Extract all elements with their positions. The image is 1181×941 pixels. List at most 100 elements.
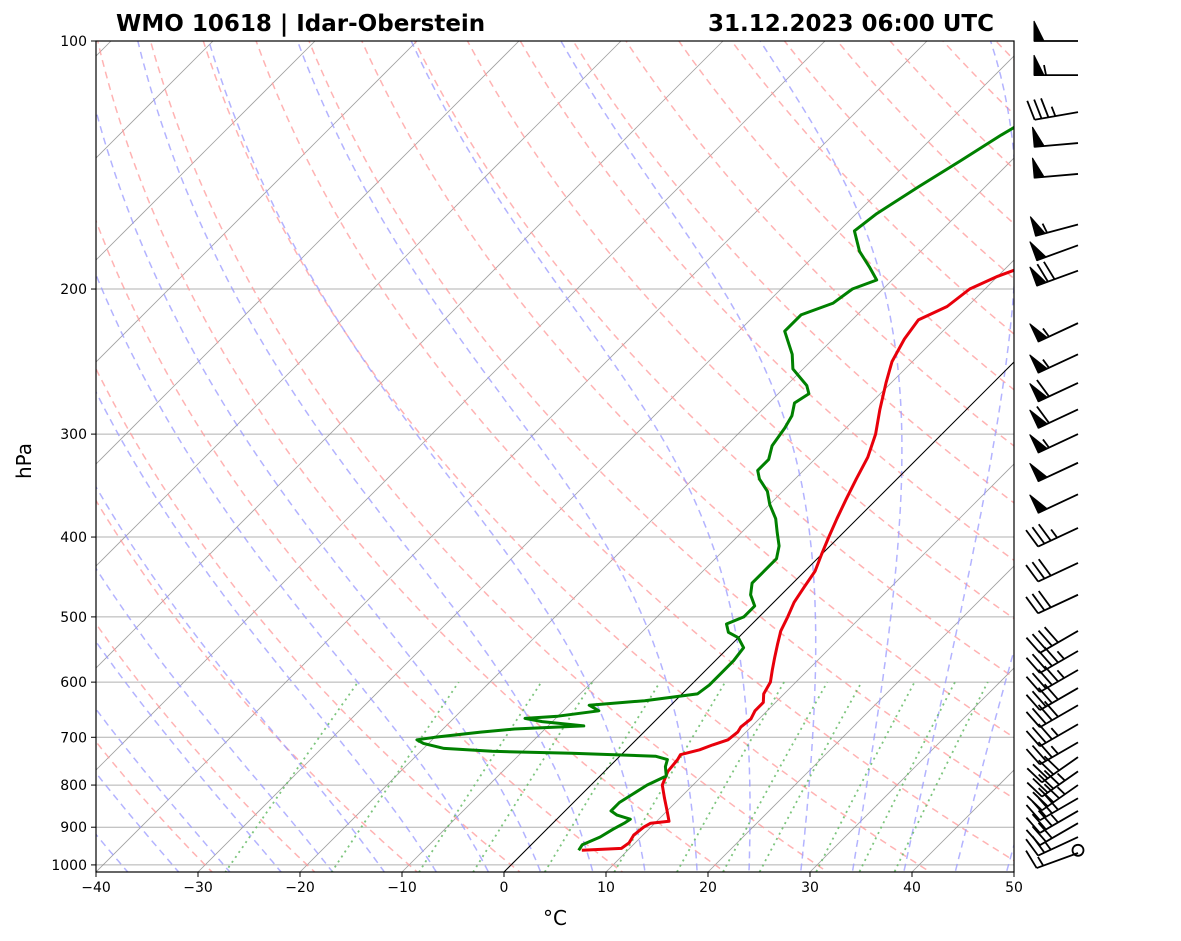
moist-adiabat-line [208,41,646,872]
barb-full [1031,707,1047,725]
barb-staff [1039,797,1079,822]
barb-full [1038,590,1052,608]
barb-full [1025,529,1039,548]
wind-barb [1071,843,1085,857]
plot-area [96,41,1014,872]
wind-barb [1029,433,1079,454]
mixing-ratio-line [675,681,785,872]
mixing-ratio-line [721,681,829,872]
barb-staff [1037,836,1079,857]
barb-full [1036,379,1050,397]
wind-barb [1031,126,1079,148]
wind-barb [1029,493,1079,514]
barb-full [1025,676,1041,693]
barb-flag [1029,216,1047,237]
wind-barb [1031,157,1079,179]
barb-flag [1033,20,1045,42]
barb-full [1037,810,1053,827]
barb-flag [1031,126,1045,148]
barb-flag [1029,266,1047,287]
barb-full [1031,633,1047,651]
barb-full [1032,791,1049,807]
mixing-ratio-line [858,681,956,872]
barb-full [1033,99,1043,119]
barb-staff [1039,630,1079,654]
barb-full [1031,593,1046,611]
moist-adiabat-line [96,707,231,872]
wind-barb [1029,379,1079,403]
calm-circle [1071,843,1085,857]
mixing-ratio-line [893,681,989,872]
y-tick-label: 600 [60,675,87,691]
barb-full [1032,763,1049,780]
moist-adiabat-line [560,41,817,872]
barb-half [1037,856,1045,867]
x-tick-label: −20 [285,880,315,896]
barb-full [1025,730,1041,747]
mixing-ratio-line [758,681,863,872]
barb-staff [1041,770,1079,798]
barb-half [1042,438,1050,449]
barb-flag [1029,323,1049,343]
barb-full [1037,630,1053,647]
isotherm-line [96,41,826,771]
zero-isotherm [503,361,1014,872]
barb-full [1036,405,1050,424]
moist-adiabat-line [96,485,386,872]
barb-full [1038,523,1052,542]
barb-full [1025,829,1041,846]
wind-barb [1033,20,1078,42]
barb-full [1025,850,1038,869]
barb-full [1025,596,1039,614]
barb-full [1025,748,1041,765]
barb-half [1050,745,1059,755]
dry-adiabat-line [466,41,1014,620]
moist-adiabat-line [137,41,594,872]
barb-full [1043,261,1056,280]
barb-full [1031,744,1047,762]
y-axis-label: hPa [12,443,36,479]
barb-staff [1039,687,1079,711]
barb-staff [1036,852,1079,869]
barb-half [1056,786,1066,795]
isotherm-line [96,41,928,872]
isotherm-line [96,41,622,567]
wind-barb [1026,98,1079,121]
barb-half [1041,223,1048,234]
mixing-ratio-line [613,681,726,872]
barb-full [1026,100,1036,121]
moist-adiabat-line [410,41,751,872]
barb-staff [1041,784,1079,812]
isotherm-line [707,565,1014,872]
wind-barb [1026,769,1079,798]
barb-staff [1037,527,1079,548]
barb-full [1043,769,1060,786]
barb-full [1043,700,1059,718]
isotherm-line [96,41,724,669]
wind-barb [1025,700,1079,729]
barb-full [1043,783,1060,799]
barb-flag [1029,354,1049,374]
barb-half [1043,64,1047,76]
x-tick-label: −40 [81,880,111,896]
y-tick-label: 1000 [51,858,87,874]
moist-adiabat-line [96,108,542,872]
wind-barb [1025,558,1079,583]
barb-half [1056,772,1066,782]
barb-staff [1037,562,1079,583]
barb-staff [1039,704,1079,729]
barb-full [1025,637,1041,654]
wind-barb [1029,216,1079,237]
y-tick-label: 700 [60,730,87,746]
barb-full [1025,817,1041,834]
y-axis-ticks: 100 200 300 400 500 600 700 800 900 1000 [51,34,96,874]
mixing-ratio-line [543,681,661,872]
barb-staff [1039,822,1079,846]
wind-barb [1025,626,1079,654]
dry-adiabat-line [360,41,1014,739]
dry-adiabat-line [202,41,932,872]
x-tick-label: −10 [387,880,417,896]
moist-adiabat-line [96,567,334,872]
barb-staff [1039,810,1079,834]
barb-flag [1029,382,1049,403]
